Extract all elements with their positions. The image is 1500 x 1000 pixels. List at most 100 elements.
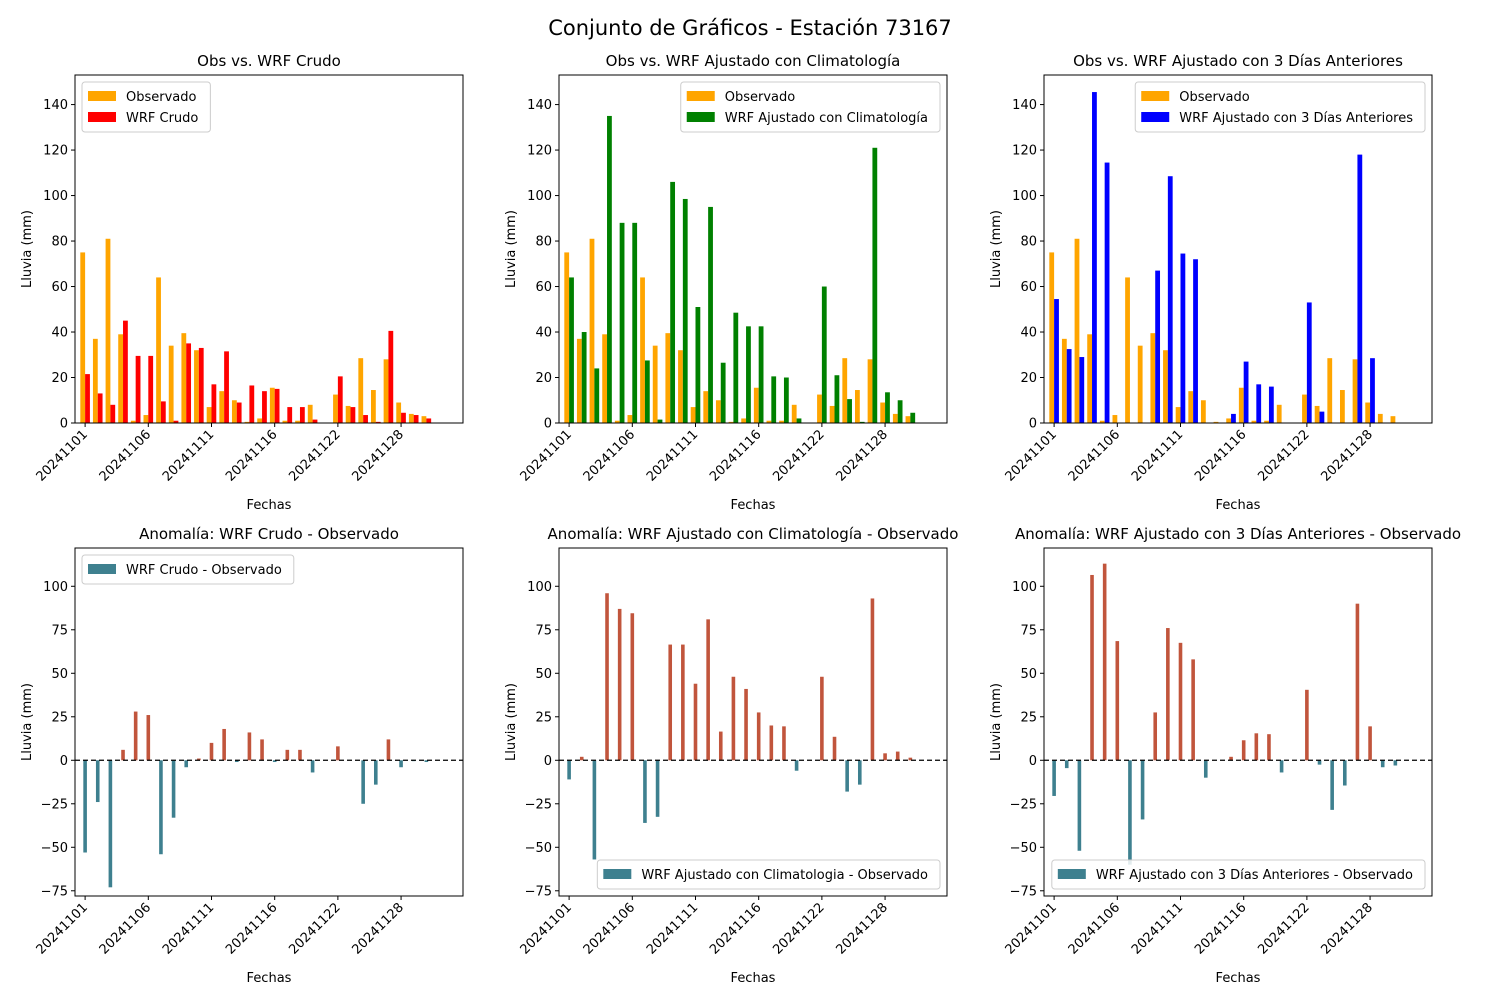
y-tick-label: 100 (1012, 580, 1037, 595)
bar-observado (1264, 420, 1269, 423)
anomaly-bar (1102, 563, 1107, 761)
anomaly-bar (617, 608, 622, 761)
bar-tres_dias (1306, 302, 1312, 423)
y-tick-label: 40 (51, 326, 68, 341)
x-axis-label: Fechas (1216, 971, 1261, 986)
bar-observado (1163, 350, 1168, 423)
bar-climatologia (834, 375, 840, 423)
x-tick-label: 20241128 (1319, 900, 1376, 957)
bar-crudo (198, 347, 204, 423)
x-tick-label: 20241128 (1319, 427, 1376, 484)
y-tick-label: 100 (43, 580, 68, 595)
legend-label: WRF Ajustado con Climatología (725, 111, 928, 126)
plot-frame (558, 547, 948, 897)
anomaly-bar (184, 760, 189, 768)
anomaly-bar (373, 760, 378, 785)
x-tick-label: 20241111 (160, 900, 217, 957)
legend-swatch (88, 564, 116, 574)
y-tick-label: 50 (535, 667, 552, 682)
bar-tres_dias (1079, 357, 1085, 423)
bar-observado (766, 420, 772, 423)
bar-climatologia (796, 418, 802, 423)
bar-crudo (160, 401, 166, 423)
anomaly-bar (782, 726, 786, 761)
legend-box (1051, 859, 1426, 890)
legend-swatch (1057, 869, 1086, 879)
x-tick-label: 20241116 (1192, 427, 1249, 484)
anomaly-bar (592, 760, 597, 860)
subplot-title: Anomalía: WRF Ajustado con 3 Días Anteri… (1015, 525, 1461, 543)
legend-swatch (88, 91, 116, 101)
x-tick-label: 20241122 (770, 900, 827, 957)
bar-observado (1125, 277, 1130, 423)
anomaly-bar (197, 758, 201, 761)
anomaly-bar (1052, 760, 1056, 796)
anomaly-bar (908, 757, 913, 761)
anomaly-bar (95, 760, 100, 803)
y-tick-label: 80 (1020, 235, 1037, 250)
anomaly-bar (1115, 641, 1120, 761)
y-tick-label: 25 (51, 710, 68, 725)
subplot-title: Anomalía: WRF Crudo - Observado (139, 525, 399, 543)
y-tick-label: 50 (1020, 667, 1037, 682)
anomaly-bar (1229, 756, 1233, 761)
y-tick-label: −75 (1010, 884, 1037, 899)
anomaly-bar (643, 760, 647, 823)
anomaly-bar (1140, 760, 1145, 820)
bar-crudo (85, 374, 90, 423)
bar-observado (206, 407, 212, 423)
bar-crudo (123, 320, 128, 423)
y-tick-label: 80 (51, 235, 68, 250)
subplot-title: Anomalía: WRF Ajustado con Climatología … (548, 525, 959, 543)
bar-observado (1213, 421, 1219, 423)
y-axis-label: Lluvia (mm) (504, 210, 519, 288)
x-axis-label: Fechas (731, 498, 776, 513)
x-axis-label: Fechas (731, 971, 776, 986)
bar-observado (1238, 387, 1244, 423)
bar-climatologia (569, 277, 574, 423)
bar-observado (181, 333, 187, 423)
bar-crudo (299, 407, 305, 423)
legend-label: WRF Crudo (126, 111, 198, 126)
bar-crudo (211, 384, 217, 423)
bar-tres_dias (1193, 259, 1198, 423)
x-tick-label: 20241128 (350, 427, 407, 484)
bar-crudo (312, 419, 318, 423)
anomaly-bar (857, 760, 862, 785)
x-tick-label: 20241116 (1192, 900, 1249, 957)
bar-climatologia (758, 326, 764, 423)
bar-observado (421, 416, 427, 423)
bar-climatologia (644, 360, 650, 423)
anomaly-bar (756, 712, 761, 761)
bar-tres_dias (1231, 413, 1236, 423)
legend-box (1134, 81, 1426, 133)
y-tick-label: 75 (51, 623, 68, 638)
subplot-3: Obs vs. WRF Ajustado con 3 Días Anterior… (989, 52, 1433, 513)
anomaly-bar (845, 760, 849, 792)
bar-tres_dias (1054, 299, 1059, 423)
bar-observado (1150, 333, 1156, 423)
x-tick-label: 20241116 (223, 900, 280, 957)
anomaly-bar (83, 760, 87, 853)
x-tick-label: 20241116 (223, 427, 280, 484)
bar-observado (194, 350, 199, 423)
bar-tres_dias (1180, 253, 1186, 423)
anomaly-bar (1317, 760, 1322, 765)
bar-climatologia (847, 399, 852, 423)
anomaly-bar (744, 688, 748, 761)
y-tick-label: 20 (51, 371, 68, 386)
bar-climatologia (897, 400, 903, 423)
bar-observado (892, 413, 898, 423)
bar-crudo (262, 391, 267, 423)
bar-observado (383, 359, 389, 423)
bar-crudo (110, 404, 116, 423)
bar-observado (1099, 420, 1105, 423)
anomaly-bar (1166, 628, 1170, 761)
anomaly-bar (133, 711, 138, 761)
plot-frame (558, 74, 948, 424)
bar-observado (867, 359, 873, 423)
anomaly-bar (579, 756, 584, 761)
anomaly-bar (794, 760, 799, 771)
anomaly-bar (146, 715, 151, 761)
x-tick-label: 20241101 (34, 900, 91, 957)
